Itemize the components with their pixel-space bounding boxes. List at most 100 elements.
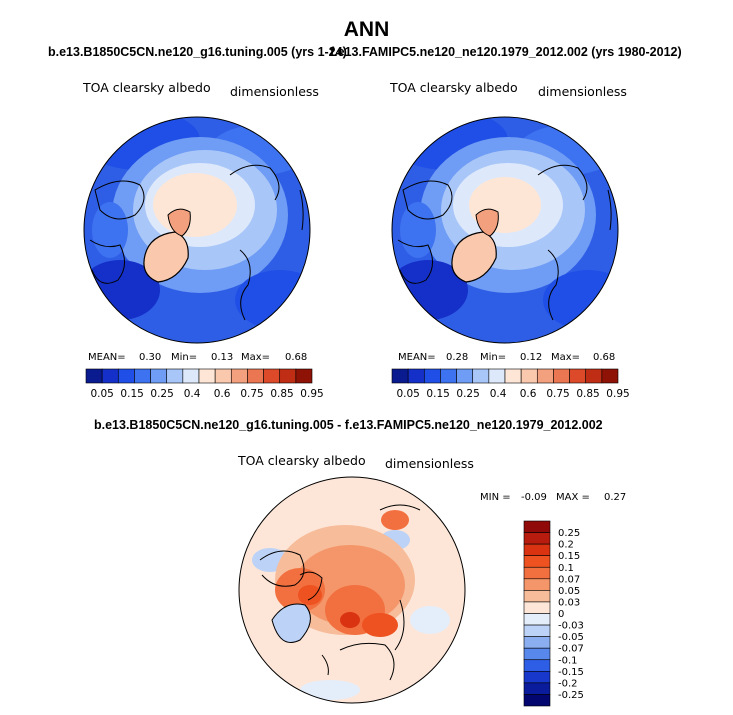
colorbar-tick-label: 0.15 xyxy=(426,388,449,400)
difference-panel-variable: TOA clearsky albedo xyxy=(238,453,366,468)
colorbar-tick-label: -0.15 xyxy=(558,667,584,678)
colorbar-tick-label: 0.25 xyxy=(456,388,479,400)
colorbar-swatch xyxy=(150,368,168,384)
right-min-value: 0.12 xyxy=(520,352,543,363)
difference-colorbar: 0.250.20.150.10.070.050.030-0.03-0.05-0.… xyxy=(523,520,584,707)
colorbar-swatch xyxy=(407,368,425,384)
colorbar-swatch xyxy=(440,368,457,384)
colorbar-swatch xyxy=(523,555,551,568)
colorbar-tick-label: -0.03 xyxy=(558,621,584,632)
colorbar-tick-label: 0.95 xyxy=(606,388,629,400)
colorbar-swatch xyxy=(423,368,441,384)
colorbar-swatch xyxy=(214,368,232,384)
right-mean-label: MEAN= xyxy=(398,352,436,363)
colorbar-tick-label: -0.1 xyxy=(558,655,578,666)
colorbar-swatch xyxy=(279,368,297,384)
colorbar-swatch xyxy=(101,368,119,384)
colorbar-tick-label: 0.75 xyxy=(546,388,569,400)
colorbar-swatch xyxy=(523,624,551,637)
right-panel-case-title: f.e13.FAMIPC5.ne120_ne120.1979_2012.002 … xyxy=(330,45,682,59)
colorbar-tick-label: 0.03 xyxy=(558,597,580,608)
colorbar-tick-label: 0.05 xyxy=(90,388,113,400)
colorbar-tick-label: 0 xyxy=(558,609,564,620)
colorbar-swatch xyxy=(523,578,551,591)
colorbar-tick-label: 0.05 xyxy=(558,586,580,597)
right-colorbar: 0.05 0.15 0.25 0.4 0.6 0.75 0.85 0.95 xyxy=(391,368,630,400)
colorbar-swatch xyxy=(601,368,619,384)
page-title: ANN xyxy=(343,18,390,41)
left-mean-value: 0.30 xyxy=(139,352,162,363)
colorbar-swatch xyxy=(523,601,551,614)
colorbar-tick-label: -0.2 xyxy=(558,678,578,689)
colorbar-swatch xyxy=(198,368,216,384)
colorbar-tick-label: -0.25 xyxy=(558,690,584,701)
difference-panel-units: dimensionless xyxy=(385,456,474,471)
right-min-label: Min= xyxy=(480,352,507,363)
colorbar-swatch xyxy=(536,368,554,384)
colorbar-tick-label: 0.75 xyxy=(240,388,263,400)
colorbar-swatch xyxy=(523,694,551,707)
left-min-label: Min= xyxy=(171,352,198,363)
difference-map xyxy=(238,476,466,704)
colorbar-swatch xyxy=(295,368,313,384)
colorbar-swatch xyxy=(523,647,551,661)
left-min-value: 0.13 xyxy=(211,352,234,363)
colorbar-swatch xyxy=(230,368,248,384)
right-mean-value: 0.28 xyxy=(446,352,469,363)
colorbar-tick-label: 0.4 xyxy=(184,388,201,400)
colorbar-tick-label: 0.6 xyxy=(520,388,537,400)
left-albedo-map xyxy=(83,116,311,344)
colorbar-tick-label: 0.1 xyxy=(558,563,574,574)
colorbar-swatch xyxy=(166,368,184,384)
colorbar-swatch xyxy=(523,671,551,684)
left-panel-variable: TOA clearsky albedo xyxy=(83,80,211,95)
difference-min-label: MIN = xyxy=(480,492,511,503)
colorbar-swatch xyxy=(569,368,587,384)
colorbar-swatch xyxy=(523,613,551,626)
colorbar-tick-label: 0.4 xyxy=(490,388,507,400)
colorbar-swatch xyxy=(523,590,551,603)
left-panel-units: dimensionless xyxy=(230,84,319,99)
colorbar-swatch xyxy=(523,520,551,533)
colorbar-swatch xyxy=(247,368,264,384)
difference-min-value: -0.09 xyxy=(521,492,547,503)
colorbar-swatch xyxy=(523,543,551,556)
right-panel-units: dimensionless xyxy=(538,84,627,99)
right-panel-variable: TOA clearsky albedo xyxy=(390,80,518,95)
colorbar-tick-label: 0.05 xyxy=(396,388,419,400)
right-albedo-map xyxy=(391,116,619,344)
colorbar-swatch xyxy=(523,659,551,672)
colorbar-tick-label: 0.25 xyxy=(558,528,580,539)
colorbar-swatch xyxy=(488,368,506,384)
left-max-label: Max= xyxy=(241,352,271,363)
colorbar-swatch xyxy=(456,368,474,384)
colorbar-tick-label: -0.05 xyxy=(558,632,584,643)
colorbar-tick-label: 0.85 xyxy=(270,388,293,400)
difference-max-label: MAX = xyxy=(556,492,590,503)
colorbar-tick-label: -0.07 xyxy=(558,644,584,655)
colorbar-tick-label: 0.95 xyxy=(300,388,323,400)
colorbar-swatch xyxy=(472,368,490,384)
colorbar-swatch xyxy=(134,368,151,384)
colorbar-swatch xyxy=(391,368,409,384)
colorbar-swatch xyxy=(523,566,551,580)
colorbar-swatch xyxy=(117,368,135,384)
colorbar-swatch xyxy=(182,368,200,384)
colorbar-tick-label: 0.2 xyxy=(558,540,574,551)
colorbar-tick-label: 0.25 xyxy=(150,388,173,400)
colorbar-swatch xyxy=(523,532,551,545)
colorbar-swatch xyxy=(504,368,522,384)
colorbar-swatch xyxy=(85,368,103,384)
colorbar-swatch xyxy=(523,636,551,649)
colorbar-tick-label: 0.15 xyxy=(120,388,143,400)
left-mean-label: MEAN= xyxy=(88,352,126,363)
left-panel-case-title: b.e13.B1850C5CN.ne120_g16.tuning.005 (yr… xyxy=(48,45,347,59)
left-colorbar: 0.05 0.15 0.25 0.4 0.6 0.75 0.85 0.95 xyxy=(85,368,324,400)
colorbar-tick-label: 0.6 xyxy=(214,388,231,400)
difference-panel-title: b.e13.B1850C5CN.ne120_g16.tuning.005 - f… xyxy=(94,418,603,432)
colorbar-swatch xyxy=(585,368,603,384)
colorbar-tick-label: 0.15 xyxy=(558,551,580,562)
difference-max-value: 0.27 xyxy=(604,492,627,503)
colorbar-tick-label: 0.85 xyxy=(576,388,599,400)
